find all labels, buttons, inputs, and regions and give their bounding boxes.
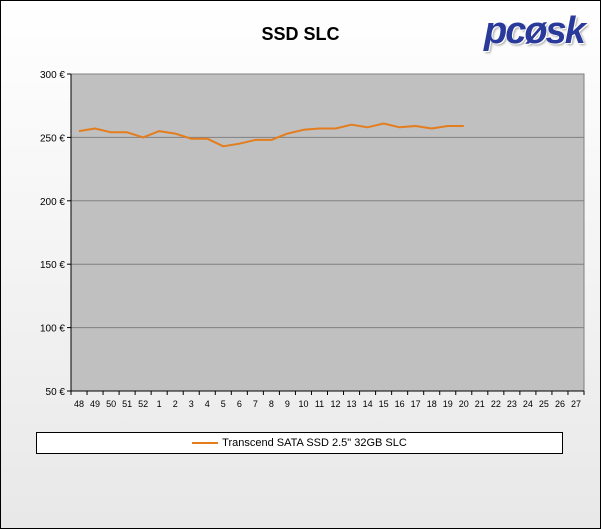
plot-area bbox=[70, 73, 585, 392]
y-axis: 50 € 100 € 150 € 200 € 250 € 300 € bbox=[40, 70, 72, 398]
x-tick-label: 11 bbox=[315, 399, 324, 409]
x-tick-label: 27 bbox=[571, 399, 581, 409]
pcosk-logo: pcøsk bbox=[484, 10, 586, 52]
x-tick-label: 50 bbox=[106, 399, 116, 409]
x-tick-label: 12 bbox=[331, 399, 341, 409]
x-tick-label: 17 bbox=[411, 399, 421, 409]
x-tick-label: 25 bbox=[539, 399, 549, 409]
x-tick-label: 49 bbox=[90, 399, 100, 409]
chart-title: SSD SLC bbox=[261, 24, 340, 44]
x-tick-label: 6 bbox=[237, 399, 242, 409]
y-tick-label: 300 € bbox=[40, 70, 65, 81]
x-tick-label: 8 bbox=[269, 399, 274, 409]
legend-swatch bbox=[192, 442, 219, 444]
series-line bbox=[78, 122, 464, 148]
x-tick-label: 26 bbox=[555, 399, 565, 409]
x-tick-label: 3 bbox=[189, 399, 194, 409]
x-tick-label: 9 bbox=[285, 399, 290, 409]
grid-lines bbox=[71, 136, 584, 329]
y-tick-label: 250 € bbox=[40, 133, 65, 144]
legend-label: Transcend SATA SSD 2.5" 32GB SLC bbox=[222, 437, 407, 449]
x-axis: 48 49 50 51 52 1 2 3 4 5 6 7 8 9 10 11 12 13 14 15 16 17 18 19 2… bbox=[70, 390, 585, 409]
x-tick-label: 1 bbox=[157, 399, 162, 409]
x-tick-label: 2 bbox=[173, 399, 178, 409]
x-tick-label: 22 bbox=[491, 399, 501, 409]
y-tick-label: 50 € bbox=[46, 387, 66, 398]
x-tick-label: 51 bbox=[122, 399, 132, 409]
legend: Transcend SATA SSD 2.5" 32GB SLC bbox=[36, 432, 563, 454]
series-group bbox=[78, 122, 464, 148]
x-tick-label: 14 bbox=[363, 399, 373, 409]
y-tick-label: 150 € bbox=[40, 260, 65, 271]
y-tick-label: 200 € bbox=[40, 197, 65, 208]
x-tick-label: 18 bbox=[427, 399, 437, 409]
x-tick-label: 21 bbox=[475, 399, 485, 409]
x-tick-label: 10 bbox=[298, 399, 308, 409]
x-tick-label: 19 bbox=[443, 399, 453, 409]
x-tick-label: 5 bbox=[221, 399, 226, 409]
x-tick-label: 7 bbox=[253, 399, 258, 409]
x-tick-label: 4 bbox=[205, 399, 210, 409]
x-tick-label: 48 bbox=[74, 399, 84, 409]
x-tick-label: 13 bbox=[347, 399, 357, 409]
y-tick-label: 100 € bbox=[40, 324, 65, 335]
x-tick-label: 24 bbox=[523, 399, 533, 409]
x-tick-label: 15 bbox=[379, 399, 389, 409]
x-tick-label: 52 bbox=[138, 399, 148, 409]
x-tick-label: 20 bbox=[459, 399, 469, 409]
x-tick-label: 23 bbox=[507, 399, 517, 409]
x-tick-label: 16 bbox=[395, 399, 405, 409]
